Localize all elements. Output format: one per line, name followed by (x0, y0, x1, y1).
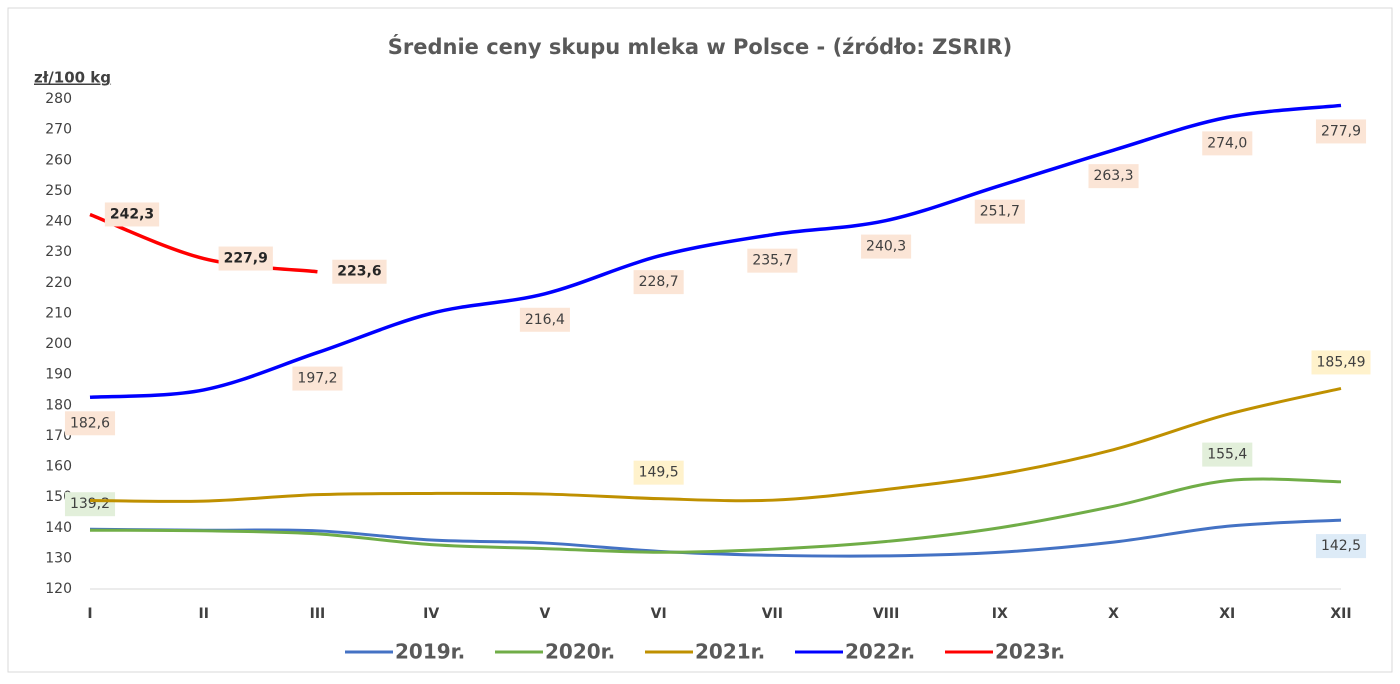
y-tick-label: 220 (45, 275, 72, 291)
data-label: 149,5 (633, 460, 684, 485)
data-label-text: 155,4 (1207, 447, 1247, 463)
data-label-text: 240,3 (866, 239, 906, 255)
data-label-text: 277,9 (1321, 123, 1361, 139)
x-tick-label: X (1108, 606, 1119, 622)
data-label: 142,5 (1315, 534, 1367, 559)
data-label-bg (1202, 442, 1253, 467)
x-tick-label: IV (423, 606, 439, 622)
y-tick-label: 120 (45, 581, 72, 597)
data-label: 223,6 (332, 259, 387, 284)
data-label-text: 142,5 (1321, 538, 1361, 554)
data-label-text: 263,3 (1093, 168, 1133, 184)
data-label: 228,7 (633, 270, 684, 295)
data-label-text: 139,2 (70, 496, 110, 512)
data-label: 185,49 (1311, 350, 1371, 375)
data-label: 235,7 (747, 248, 798, 273)
data-label: 263,3 (1088, 164, 1139, 189)
data-label-text: 197,2 (297, 371, 337, 387)
y-tick-label: 210 (45, 305, 72, 321)
data-label: 216,4 (519, 307, 570, 332)
x-tick-label: V (539, 606, 550, 622)
data-label-text: 274,0 (1207, 135, 1247, 151)
data-label-bg (1315, 534, 1367, 559)
y-tick-label: 190 (45, 367, 72, 383)
legend-label: 2023r. (995, 640, 1065, 664)
data-label: 139,2 (64, 492, 116, 517)
chart-title: Średnie ceny skupu mleka w Polsce - (źró… (388, 34, 1013, 59)
y-tick-label: 230 (45, 244, 72, 260)
data-label: 274,0 (1202, 131, 1253, 156)
y-tick-label: 180 (45, 397, 72, 413)
y-tick-label: 280 (45, 91, 72, 107)
data-label: 251,7 (974, 199, 1025, 224)
data-label: 277,9 (1315, 119, 1367, 144)
data-label: 242,3 (104, 202, 160, 227)
x-tick-label: XI (1219, 606, 1235, 622)
x-tick-label: II (199, 606, 209, 622)
data-label-text: 251,7 (980, 204, 1020, 220)
x-tick-label: IX (992, 606, 1008, 622)
data-label: 227,9 (218, 246, 273, 271)
data-label-bg (104, 202, 160, 227)
data-label: 182,6 (64, 411, 116, 436)
data-label-text: 182,6 (70, 415, 110, 431)
x-tick-label: VII (762, 606, 783, 622)
data-label-bg (1202, 131, 1253, 156)
data-label-bg (633, 270, 684, 295)
data-label-bg (64, 492, 116, 517)
data-label-bg (292, 366, 343, 391)
data-label-bg (332, 259, 387, 284)
y-tick-label: 140 (45, 520, 72, 536)
y-tick-label: 240 (45, 214, 72, 230)
data-label-text: 235,7 (752, 253, 792, 269)
series-line (89, 386, 1342, 503)
data-label-bg (218, 246, 273, 271)
x-tick-label: XII (1330, 606, 1351, 622)
x-tick-label: I (87, 606, 92, 622)
data-label: 155,4 (1202, 442, 1253, 467)
data-label-bg (1315, 119, 1367, 144)
data-label-bg (64, 411, 116, 436)
legend-label: 2020r. (545, 640, 615, 664)
chart-border (7, 7, 1393, 673)
legend-label: 2019r. (395, 640, 465, 664)
data-label-bg (747, 248, 798, 273)
data-label-bg (633, 460, 684, 485)
y-tick-label: 250 (45, 183, 72, 199)
data-label-text: 149,5 (639, 465, 679, 481)
x-tick-label: VI (651, 606, 667, 622)
y-tick-label: 270 (45, 122, 72, 138)
y-tick-label: 160 (45, 459, 72, 475)
data-label-text: 185,49 (1317, 354, 1366, 370)
legend-label: 2021r. (695, 640, 765, 664)
series-line (89, 103, 1342, 400)
x-tick-label: III (310, 606, 326, 622)
y-axis-label: zł/100 kg (34, 69, 111, 87)
data-label-bg (1311, 350, 1371, 375)
y-tick-label: 200 (45, 336, 72, 352)
data-label-bg (974, 199, 1025, 224)
y-tick-label: 130 (45, 550, 72, 566)
data-label: 240,3 (861, 234, 912, 259)
data-label-bg (519, 307, 570, 332)
series-line (89, 518, 1342, 558)
data-label-text: 216,4 (525, 312, 565, 328)
y-tick-label: 260 (45, 152, 72, 168)
data-label-bg (861, 234, 912, 259)
series-line (89, 477, 1342, 554)
data-label-bg (1088, 164, 1139, 189)
data-label-text: 228,7 (639, 274, 679, 290)
data-label: 197,2 (292, 366, 343, 391)
data-label-text: 242,3 (110, 206, 154, 222)
legend-label: 2022r. (845, 640, 915, 664)
x-tick-label: VIII (873, 606, 899, 622)
data-label-text: 227,9 (224, 251, 268, 267)
data-label-text: 223,6 (337, 264, 381, 280)
